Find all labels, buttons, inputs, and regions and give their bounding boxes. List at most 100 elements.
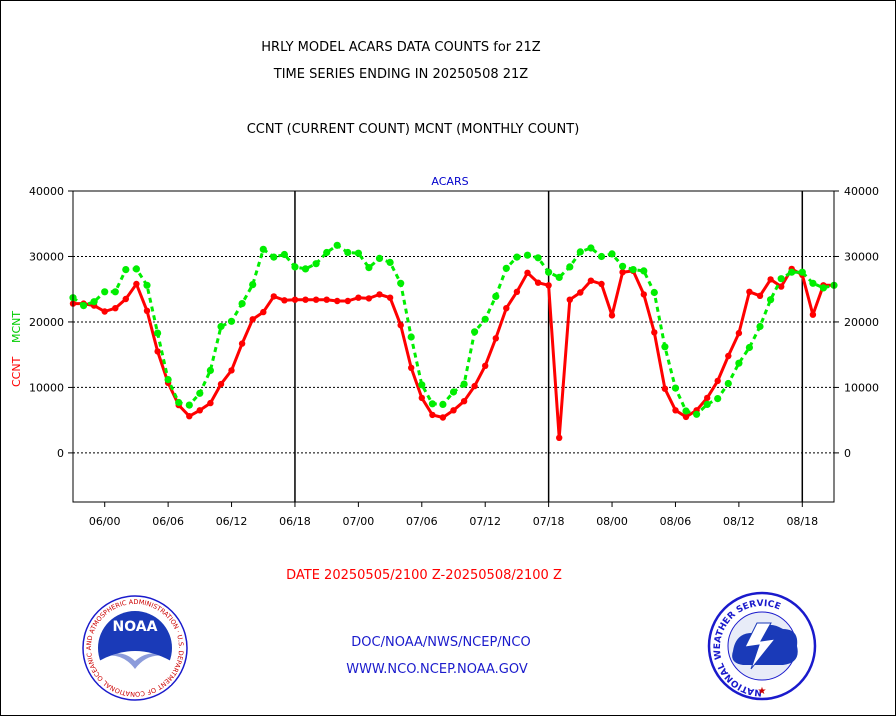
mcnt-data-point [693,410,701,418]
mcnt-data-point [249,281,257,289]
mcnt-data-point [291,263,299,271]
mcnt-data-point [80,302,88,310]
ccnt-data-point [556,434,563,441]
x-tick-label: 08/06 [660,515,692,528]
ccnt-data-point [439,414,447,421]
mcnt-data-point [217,322,225,331]
mcnt-data-point [185,401,193,409]
ccnt-data-point [524,269,531,276]
mcnt-data-point [756,322,764,331]
mcnt-data-point [809,279,817,287]
ccnt-data-point [312,296,320,303]
mcnt-data-point [206,366,214,374]
ccnt-data-point [281,297,288,304]
mcnt-data-point [608,250,616,258]
mcnt-data-point [545,268,553,276]
x-tick-label: 07/12 [469,515,501,528]
y-tick-label-left: 30000 [29,250,64,263]
ccnt-data-point [587,277,595,284]
mcnt-data-point [333,241,341,249]
x-tick-label: 07/06 [406,515,438,528]
ccnt-data-point [577,289,584,296]
footer-website-link[interactable]: WWW.NCO.NCEP.NOAA.GOV [346,662,528,677]
ccnt-data-point [746,288,753,295]
mcnt-data-point [798,268,806,276]
mcnt-data-point [386,258,394,266]
ccnt-data-point [186,413,193,420]
ccnt-data-point [651,329,658,336]
mcnt-data-point [555,273,563,281]
mcnt-data-point [354,249,362,257]
ccnt-data-point [809,311,817,318]
mcnt-data-point [587,244,595,252]
mcnt-data-point [566,263,574,271]
ccnt-data-point [122,295,129,303]
mcnt-data-point [397,279,405,287]
ccnt-data-point [143,307,151,314]
mcnt-data-point [407,333,415,341]
plot-border [72,190,835,503]
ccnt-data-point [418,394,425,402]
mcnt-data-point [745,343,754,352]
mcnt-data-point [238,300,246,308]
ccnt-data-point [344,297,351,305]
grid-layer [73,190,834,502]
ccnt-data-point [756,292,764,299]
footer-agency-link[interactable]: DOC/NOAA/NWS/NCEP/NCO [351,635,530,650]
ccnt-data-point [249,316,256,323]
x-tick-label: 06/12 [216,515,248,528]
mcnt-data-point [460,380,468,388]
ccnt-data-point [513,288,521,295]
ccnt-data-point [682,413,690,421]
ccnt-data-point [503,305,510,312]
mcnt-data-point [471,328,479,336]
ccnt-data-point [460,398,468,405]
ccnt-data-point [238,340,246,347]
ccnt-data-point [661,385,669,392]
ccnt-data-point [450,407,457,414]
y-tick-label-right: 0 [844,447,851,460]
ccnt-data-point [260,308,267,316]
y-tick-label-right: 30000 [844,250,879,263]
ccnt-data-point [598,280,605,288]
y-tick-label-left: 40000 [29,185,64,198]
ccnt-data-point [207,399,214,407]
mcnt-data-point [449,388,458,396]
y-tick-label-left: 10000 [29,381,64,394]
mcnt-data-point [259,245,267,253]
y-tick-label-right: 40000 [844,185,879,198]
title-line-3: CCNT (CURRENT COUNT) MCNT (MONTHLY COUNT… [247,122,580,137]
x-tick-label: 07/18 [533,515,565,528]
mcnt-data-point [227,317,236,325]
ccnt-data-point [619,269,626,276]
y-tick-label-right: 20000 [844,316,879,329]
mcnt-data-point [280,250,288,259]
ccnt-data-point [767,276,774,283]
title-line-2: TIME SERIES ENDING IN 20250508 21Z [273,67,529,82]
mcnt-data-point [513,253,521,261]
mcnt-data-point [682,407,690,415]
mcnt-data-point [164,376,172,384]
mcnt-data-point [597,252,606,261]
mcnt-data-point [714,395,722,403]
mcnt-data-point [640,267,648,275]
plot-title: ACARS [431,175,468,188]
mcnt-data-point [175,398,183,407]
title-line-1: HRLY MODEL ACARS DATA COUNTS for 21Z [261,40,541,55]
x-tick-label: 07/00 [343,515,375,528]
ccnt-data-point [735,329,743,337]
mcnt-axis-label: MCNT [10,311,23,343]
ccnt-data-point [566,296,573,303]
ccnt-data-point [291,296,299,303]
ccnt-data-point [429,411,436,419]
ccnt-data-point [323,296,330,303]
series-layer [69,241,838,441]
mcnt-data-point [788,268,796,276]
ccnt-data-point [778,283,785,290]
mcnt-data-point [196,389,204,397]
mcnt-data-point [439,400,447,408]
ccnt-data-point [217,380,225,388]
mcnt-data-point [90,298,98,306]
mcnt-data-point [724,379,732,388]
